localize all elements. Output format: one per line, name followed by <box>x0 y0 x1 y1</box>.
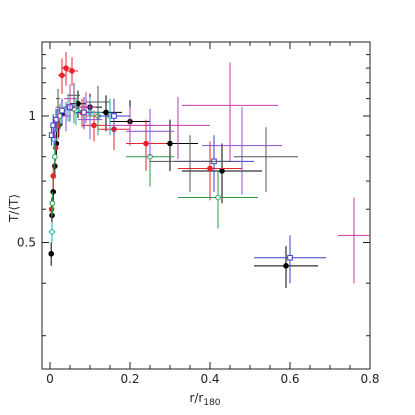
data-point <box>254 235 326 284</box>
y-tick-label: 1 <box>28 109 36 123</box>
point-marker <box>103 109 109 116</box>
series-7 <box>56 82 298 192</box>
point-marker <box>69 68 75 74</box>
data-point <box>178 170 258 229</box>
data-point <box>254 246 318 288</box>
data-point <box>49 191 56 216</box>
data-point <box>50 163 57 190</box>
data-point <box>86 85 110 120</box>
data-point <box>76 92 96 124</box>
point-marker <box>287 254 293 261</box>
data-point <box>48 125 55 146</box>
data-point <box>48 242 55 266</box>
y-axis-label: T/⟨T⟩ <box>7 194 21 223</box>
data-point <box>58 58 66 94</box>
data-point <box>98 98 130 136</box>
series-3 <box>49 95 258 229</box>
data-point <box>202 107 282 195</box>
point-marker <box>48 250 55 257</box>
y-tick-label: 0.5 <box>17 235 36 249</box>
data-point <box>150 135 230 192</box>
series-6 <box>53 101 282 195</box>
point-marker <box>91 122 97 129</box>
point-marker <box>52 153 58 160</box>
y-tick-labels: 0.51 <box>17 109 36 250</box>
point-marker <box>50 173 57 179</box>
point-marker <box>48 132 55 139</box>
series-4 <box>48 93 326 284</box>
data-point <box>58 98 66 124</box>
data-point <box>52 145 58 169</box>
point-marker <box>283 263 289 269</box>
x-tick-label: 0.4 <box>200 372 219 386</box>
point-marker <box>207 165 213 172</box>
point-marker <box>111 113 117 119</box>
data-point <box>61 52 71 86</box>
plot-frame <box>41 41 371 370</box>
point-marker <box>215 194 221 201</box>
point-marker <box>48 228 56 236</box>
axis-ticks <box>42 42 371 369</box>
point-marker <box>143 140 149 147</box>
point-marker <box>63 65 69 71</box>
data-point <box>126 108 174 157</box>
x-tick-label: 0 <box>46 372 54 386</box>
data-point <box>56 88 60 109</box>
data-series <box>48 52 370 288</box>
data-point <box>182 62 278 162</box>
data-point <box>338 197 370 284</box>
x-tick-label: 0.2 <box>120 372 139 386</box>
point-marker <box>59 72 65 79</box>
data-point <box>66 57 78 86</box>
data-point <box>61 101 71 132</box>
series-1 <box>48 52 242 222</box>
point-marker <box>219 168 225 174</box>
x-axis-label-subscript: 180 <box>203 398 220 408</box>
x-axis-label-main: r/r <box>189 391 203 405</box>
point-marker <box>50 189 57 195</box>
data-point <box>53 119 57 144</box>
data-point <box>48 221 56 243</box>
x-tick-label: 0.8 <box>360 372 379 386</box>
data-point <box>68 82 80 109</box>
x-tick-labels: 0 0.2 0.4 0.6 0.8 <box>46 372 379 386</box>
x-tick-label: 0.6 <box>280 372 299 386</box>
data-point <box>126 119 166 171</box>
data-point <box>178 141 242 201</box>
x-axis-label: r/r180 <box>189 391 220 408</box>
series-5 <box>55 62 370 284</box>
point-marker <box>59 107 65 114</box>
point-marker <box>48 206 55 213</box>
point-marker <box>167 140 173 147</box>
data-point <box>234 127 298 192</box>
point-marker <box>49 200 56 207</box>
data-point <box>146 96 210 160</box>
data-point <box>182 143 262 204</box>
